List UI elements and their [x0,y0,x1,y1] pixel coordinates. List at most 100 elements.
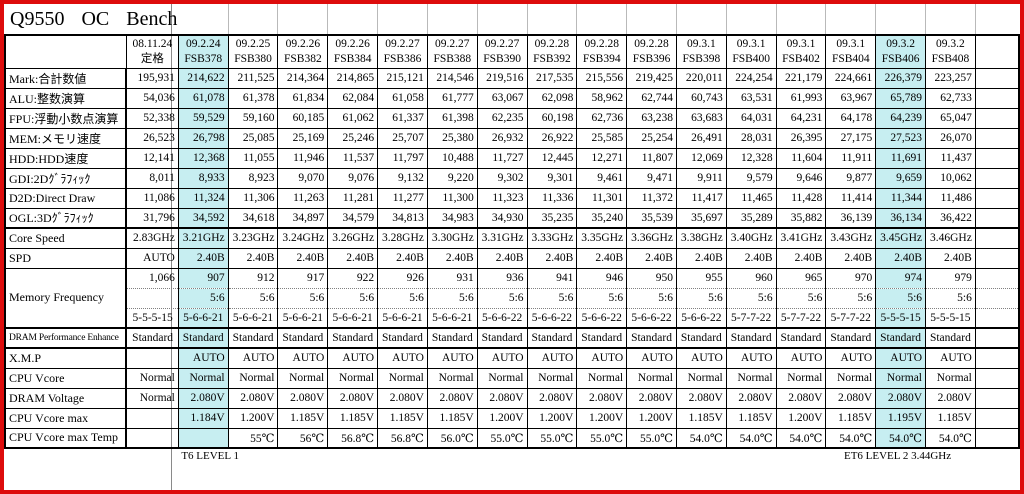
footer-cell[interactable] [5,448,126,463]
table-cell[interactable]: 5:6 [825,287,877,308]
table-cell[interactable]: 58,962 [576,87,628,109]
table-cell[interactable]: 1.185V [377,407,428,429]
table-cell[interactable]: 11,437 [925,147,976,169]
table-cell[interactable] [974,287,1020,308]
table-cell[interactable]: 2.080V [576,387,628,409]
table-cell[interactable]: 61,378 [227,87,279,109]
table-cell[interactable]: 3.30GHz [426,227,478,249]
table-cell[interactable]: 5-6-6-21 [277,307,329,329]
table-cell[interactable]: 35,235 [526,207,578,229]
table-cell[interactable]: 5:6 [177,287,229,308]
table-cell[interactable]: 5-6-6-21 [426,307,478,329]
table-cell[interactable]: Standard [125,327,179,349]
grid-cell[interactable] [725,4,777,35]
row-label[interactable]: OGL:3Dｸﾞﾗﾌｨｯｸ [3,207,128,229]
table-cell[interactable]: 1.185V [327,407,379,429]
table-cell[interactable]: 11,691 [875,147,927,169]
table-cell[interactable]: 34,930 [476,207,528,229]
grid-cell[interactable] [526,4,577,35]
table-cell[interactable]: 9,302 [476,167,528,189]
table-cell[interactable]: 34,983 [426,207,478,229]
table-cell[interactable] [974,147,1020,169]
table-cell[interactable] [974,367,1020,389]
table-cell[interactable]: 5:6 [925,287,976,308]
table-cell[interactable]: AUTO [227,347,279,369]
table-cell[interactable]: 62,084 [327,87,379,109]
table-cell[interactable] [974,427,1020,449]
table-cell[interactable]: 955 [675,267,727,288]
row-label[interactable]: X.M.P [3,347,128,369]
table-cell[interactable]: 5:6 [725,287,777,308]
table-cell[interactable]: 2.40B [426,247,478,269]
table-cell[interactable]: 941 [526,267,578,288]
table-cell[interactable]: 974 [875,267,927,288]
table-cell[interactable]: 931 [426,267,478,288]
table-cell[interactable]: Normal [426,367,478,389]
table-cell[interactable]: Standard [576,327,628,349]
table-cell[interactable]: 3.21GHz [177,227,229,249]
table-cell[interactable]: 62,744 [626,87,677,109]
table-cell[interactable]: 926 [377,267,428,288]
table-cell[interactable]: 34,813 [377,207,428,229]
table-cell[interactable] [974,307,1020,329]
table-cell[interactable]: 8,011 [125,167,179,189]
table-cell[interactable]: Normal [327,367,379,389]
table-cell[interactable]: 63,067 [476,87,528,109]
row-label[interactable]: Core Speed [3,227,128,249]
table-cell[interactable]: 5-5-5-15 [925,307,976,329]
table-cell[interactable]: 26,922 [526,127,578,149]
table-cell[interactable]: 5-7-7-22 [825,307,877,329]
table-cell[interactable]: 26,798 [177,127,229,149]
table-cell[interactable]: 54.0℃ [725,427,777,449]
table-cell[interactable]: 11,323 [476,187,528,209]
table-cell[interactable]: 11,807 [626,147,677,169]
table-cell[interactable]: 10,062 [925,167,976,189]
table-cell[interactable]: 3.41GHz [775,227,827,249]
table-cell[interactable]: 9,646 [775,167,827,189]
grid-cell[interactable] [327,4,378,35]
table-cell[interactable]: 2.40B [177,247,229,269]
grid-cell[interactable] [675,4,727,35]
table-cell[interactable]: 12,141 [125,147,179,169]
column-header[interactable]: 09.3.1 FSB398 [675,34,727,69]
table-cell[interactable]: 25,246 [327,127,379,149]
column-header[interactable]: 09.3.2 FSB406 [875,34,927,69]
table-cell[interactable]: Normal [825,367,877,389]
table-cell[interactable]: 36,139 [825,207,877,229]
table-cell[interactable]: 1.185V [825,407,877,429]
grid-cell[interactable] [825,4,876,35]
table-cell[interactable]: 61,398 [426,107,478,129]
table-cell[interactable]: 60,743 [675,87,727,109]
table-cell[interactable]: Standard [775,327,827,349]
column-header[interactable]: 09.2.28 FSB394 [576,34,628,69]
table-cell[interactable]: 34,592 [177,207,229,229]
table-cell[interactable]: 54.0℃ [875,427,927,449]
table-cell[interactable]: 62,098 [526,87,578,109]
table-cell[interactable]: 9,070 [277,167,329,189]
table-cell[interactable]: 5:6 [377,287,428,308]
grid-cell[interactable] [377,4,428,35]
table-cell[interactable]: Normal [227,367,279,389]
table-cell[interactable]: Standard [825,327,877,349]
table-cell[interactable]: 59,160 [227,107,279,129]
table-cell[interactable]: AUTO [626,347,677,369]
table-cell[interactable]: 3.46GHz [925,227,976,249]
table-cell[interactable]: 922 [327,267,379,288]
table-cell[interactable]: 11,428 [775,187,827,209]
table-cell[interactable]: 3.45GHz [875,227,927,249]
table-cell[interactable]: 1.185V [725,407,777,429]
table-cell[interactable]: 64,178 [825,107,877,129]
row-label[interactable]: D2D:Direct Draw [3,187,128,209]
table-cell[interactable]: 214,865 [327,67,379,89]
table-cell[interactable]: 917 [277,267,329,288]
table-cell[interactable]: 5-7-7-22 [725,307,777,329]
table-cell[interactable]: 11,604 [775,147,827,169]
table-cell[interactable]: 12,069 [675,147,727,169]
table-cell[interactable]: 25,707 [377,127,428,149]
table-cell[interactable]: 5:6 [426,287,478,308]
table-cell[interactable]: 2.83GHz [125,227,179,249]
table-cell[interactable]: 54,036 [125,87,179,109]
table-cell[interactable]: 35,882 [775,207,827,229]
table-cell[interactable]: 2.40B [576,247,628,269]
table-cell[interactable]: AUTO [526,347,578,369]
